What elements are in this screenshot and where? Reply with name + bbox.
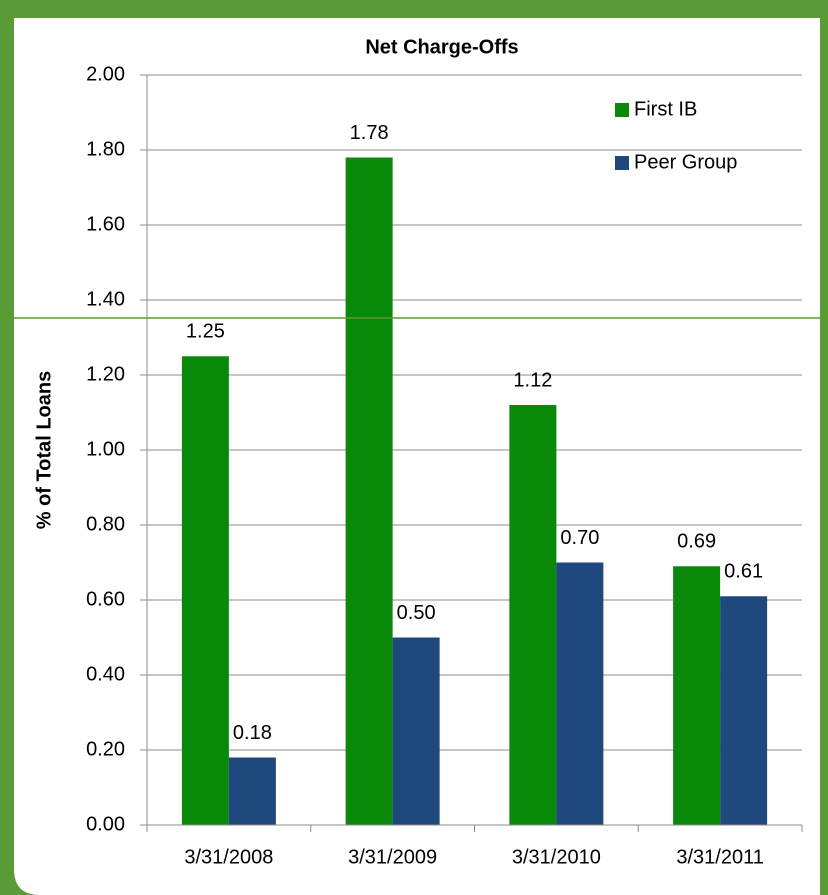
bar bbox=[392, 637, 440, 825]
data-label: 0.18 bbox=[233, 722, 272, 744]
data-label: 0.61 bbox=[724, 561, 763, 583]
chart-title: Net Charge-Offs bbox=[365, 36, 518, 58]
y-tick-label: 0.20 bbox=[86, 738, 125, 760]
y-tick-label: 0.60 bbox=[86, 588, 125, 610]
data-label: 0.50 bbox=[397, 602, 436, 624]
x-tick-label: 3/31/2008 bbox=[184, 846, 273, 868]
legend-label: Peer Group bbox=[634, 151, 737, 173]
bar bbox=[345, 157, 393, 825]
y-axis-label: % of Total Loans bbox=[33, 371, 55, 530]
x-tick-label: 3/31/2010 bbox=[512, 846, 601, 868]
data-label: 0.69 bbox=[677, 531, 716, 553]
y-tick-label: 1.20 bbox=[86, 363, 125, 385]
bar bbox=[181, 356, 229, 825]
y-tick-label: 2.00 bbox=[86, 63, 125, 85]
bar bbox=[228, 757, 276, 825]
y-tick-label: 0.00 bbox=[86, 813, 125, 835]
bar bbox=[720, 596, 768, 825]
bar bbox=[509, 405, 557, 825]
data-label: 1.78 bbox=[350, 122, 389, 144]
legend-swatch bbox=[615, 156, 629, 170]
data-label: 1.25 bbox=[186, 321, 225, 343]
y-tick-label: 1.00 bbox=[86, 438, 125, 460]
x-tick-label: 3/31/2011 bbox=[676, 846, 764, 868]
y-tick-label: 1.60 bbox=[86, 213, 125, 235]
data-label: 1.12 bbox=[513, 369, 552, 391]
x-tick-label: 3/31/2009 bbox=[348, 846, 437, 868]
data-label: 0.70 bbox=[560, 527, 599, 549]
y-tick-label: 1.80 bbox=[86, 138, 125, 160]
y-tick-label: 0.80 bbox=[86, 513, 125, 535]
bar bbox=[673, 566, 721, 825]
y-tick-label: 0.40 bbox=[86, 663, 125, 685]
legend-label: First IB bbox=[634, 98, 697, 120]
legend-swatch bbox=[615, 103, 629, 117]
y-tick-label: 1.40 bbox=[86, 288, 125, 310]
bar bbox=[556, 562, 604, 825]
